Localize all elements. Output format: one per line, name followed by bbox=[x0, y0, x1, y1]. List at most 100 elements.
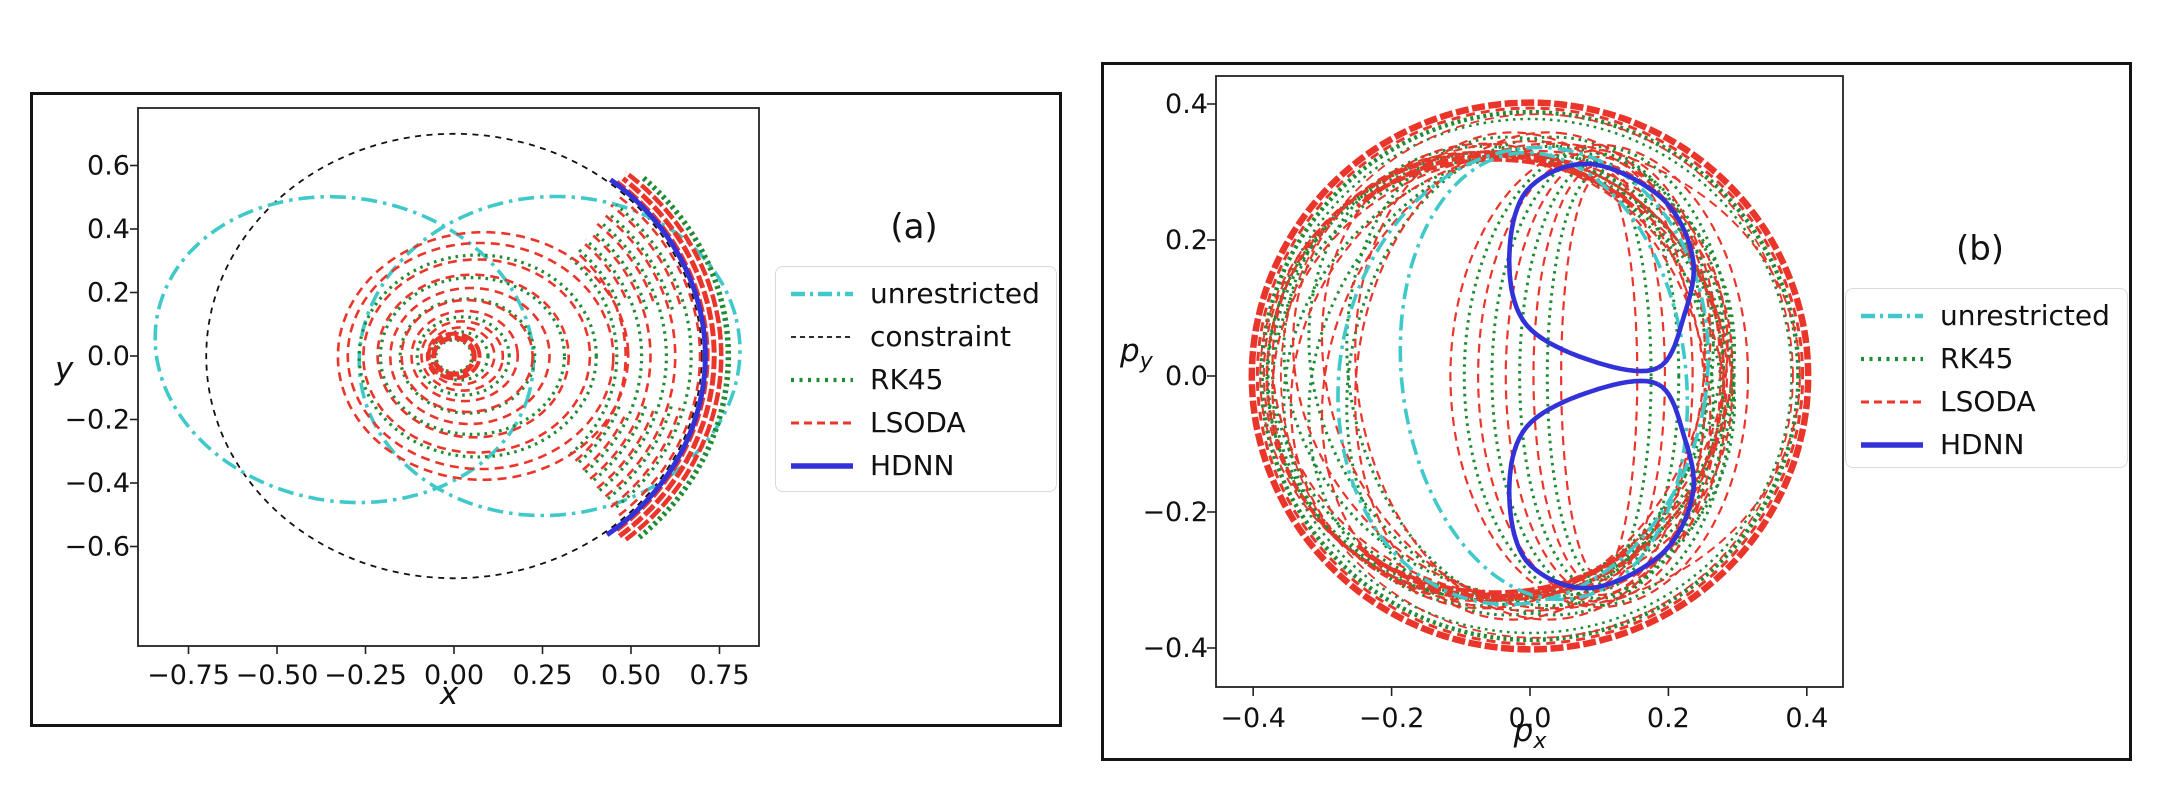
series-lsoda-curve bbox=[617, 176, 717, 539]
series-lsoda-curve bbox=[1255, 106, 1805, 646]
legend-swatch-constraint bbox=[791, 335, 853, 338]
x-tick-label: −0.50 bbox=[236, 660, 319, 691]
panel-b-caption: (b) bbox=[1955, 229, 2005, 269]
x-tick-label: 0.00 bbox=[424, 660, 484, 691]
x-tick-label: 0.75 bbox=[689, 660, 749, 691]
series-rk45-curve bbox=[378, 276, 566, 436]
series-rk45-curve bbox=[357, 253, 598, 459]
series-lsoda-curve bbox=[574, 252, 628, 462]
series-lsoda-curve bbox=[346, 241, 615, 471]
plot-a-canvas: −0.75 −0.50 −0.25 0.00 0.25 0.50 0.75 0.6 0.4 0.2… bbox=[64, 107, 760, 691]
series-lsoda-curve bbox=[1363, 551, 1628, 595]
series-rk45-curve bbox=[615, 203, 693, 509]
series-lsoda-curve bbox=[431, 335, 477, 377]
panel-a-xlabel: x bbox=[439, 676, 459, 712]
series-lsoda-curve bbox=[1363, 157, 1628, 201]
series-unrestricted-curve bbox=[1398, 150, 1690, 602]
series-lsoda-curve bbox=[1559, 174, 1639, 578]
series-lsoda-curve bbox=[426, 331, 482, 381]
series-lsoda-curve bbox=[376, 273, 571, 439]
y-tick-label: 0.0 bbox=[1165, 361, 1208, 392]
series-hdnn-curve bbox=[1506, 161, 1697, 374]
legend-swatch-rk45 bbox=[791, 377, 853, 382]
series-rk45-curve bbox=[1490, 152, 1708, 600]
series-lsoda-curve bbox=[610, 203, 682, 305]
x-tick-label: −0.2 bbox=[1359, 703, 1425, 734]
legend-label: RK45 bbox=[1940, 342, 2014, 375]
series-lsoda-curve bbox=[1289, 149, 1729, 603]
series-lsoda-curve bbox=[425, 326, 496, 386]
legend-swatch-hdnn bbox=[791, 462, 853, 469]
series-lsoda-curve bbox=[336, 230, 630, 482]
y-tick-label: 0.4 bbox=[87, 214, 130, 245]
legend-label: constraint bbox=[870, 320, 1012, 353]
panel-b-ylabel: py bbox=[1120, 333, 1153, 375]
series-lsoda-curve bbox=[1320, 142, 1712, 610]
legend-item-constraint: constraint bbox=[776, 315, 1056, 358]
series-lsoda-curve bbox=[1532, 164, 1666, 588]
x-tick-label: −0.75 bbox=[147, 660, 230, 691]
legend-item-hdnn: HDNN bbox=[776, 444, 1056, 487]
y-tick-label: 0.2 bbox=[1165, 225, 1208, 256]
y-tick-label: −0.4 bbox=[64, 468, 130, 499]
series-constraint-curve bbox=[205, 132, 703, 580]
y-tick-label: −0.4 bbox=[1142, 633, 1208, 664]
series-lsoda-curve bbox=[1279, 113, 1794, 639]
series-lsoda-curve bbox=[618, 195, 702, 517]
y-tick-label: 0.2 bbox=[87, 278, 130, 309]
series-rk45-curve bbox=[606, 212, 674, 310]
panel-a-ylabel: y bbox=[55, 351, 74, 387]
legend-swatch-lsoda bbox=[1861, 400, 1923, 403]
series-lsoda-curve bbox=[610, 407, 682, 509]
legend-item-rk45: RK45 bbox=[776, 358, 1056, 401]
y-tick-label: 0.0 bbox=[87, 341, 130, 372]
series-hdnn-curve bbox=[605, 177, 708, 537]
series-rk45-curve bbox=[592, 405, 648, 482]
series-layer-b bbox=[1248, 99, 1812, 653]
x-tick-label: 0.2 bbox=[1647, 703, 1690, 734]
panel-b-xlabel: px bbox=[1513, 713, 1547, 755]
legend-label: RK45 bbox=[870, 363, 944, 396]
panel-a: −0.75 −0.50 −0.25 0.00 0.25 0.50 0.75 0.6 0.4 0.2… bbox=[30, 92, 1062, 727]
series-lsoda-curve bbox=[1320, 142, 1712, 610]
legend-item-hdnn: HDNN bbox=[1846, 423, 2127, 466]
legend-label: unrestricted bbox=[1940, 299, 2110, 332]
legend-item-lsoda: LSODA bbox=[776, 401, 1056, 444]
series-rk45-curve bbox=[637, 175, 732, 540]
legend-item-unrestricted: unrestricted bbox=[1846, 294, 2127, 337]
series-hdnn-curve bbox=[1506, 378, 1697, 591]
series-lsoda-curve bbox=[582, 416, 626, 471]
y-tick-label: −0.2 bbox=[1142, 497, 1208, 528]
x-tick-label: 0.50 bbox=[601, 660, 661, 691]
x-tick-label: 0.0 bbox=[1509, 703, 1552, 734]
series-lsoda-curve bbox=[410, 309, 519, 403]
x-tick-label: −0.25 bbox=[324, 660, 407, 691]
series-lsoda-curve bbox=[400, 298, 534, 414]
series-lsoda-curve bbox=[596, 222, 655, 302]
series-lsoda-curve bbox=[584, 243, 627, 299]
series-rk45-curve bbox=[1267, 117, 1793, 635]
series-rk45-curve bbox=[1462, 145, 1736, 607]
series-lsoda-curve bbox=[420, 320, 505, 392]
panel-b-legend: unrestricted RK45 LSODA HDNN bbox=[1845, 288, 2128, 468]
legend-swatch-lsoda bbox=[791, 421, 853, 424]
series-lsoda-curve bbox=[1354, 131, 1706, 621]
series-rk45-curve bbox=[569, 256, 619, 456]
series-rk45-curve bbox=[584, 238, 644, 474]
series-lsoda-curve bbox=[388, 286, 551, 426]
series-lsoda-curve bbox=[596, 410, 655, 490]
series-lsoda-curve bbox=[362, 258, 592, 454]
series-rk45-curve bbox=[1545, 170, 1653, 582]
legend-swatch-rk45 bbox=[1861, 356, 1923, 361]
legend-label: LSODA bbox=[870, 406, 966, 439]
series-rk45-curve bbox=[595, 232, 649, 310]
x-tick-label: 0.25 bbox=[512, 660, 572, 691]
legend-item-rk45: RK45 bbox=[1846, 337, 2127, 380]
panel-a-caption: (a) bbox=[890, 207, 938, 247]
plot-b-canvas: −0.4 −0.2 0.0 0.2 0.4 0.4 0.2 0.0 −0.2 −0.4 bbox=[1142, 75, 1844, 734]
series-rk45-curve bbox=[1259, 109, 1801, 643]
series-lsoda-curve bbox=[1449, 143, 1750, 609]
legend-swatch-hdnn bbox=[1861, 441, 1923, 448]
series-lsoda-curve bbox=[1476, 149, 1722, 603]
legend-item-unrestricted: unrestricted bbox=[776, 272, 1056, 315]
